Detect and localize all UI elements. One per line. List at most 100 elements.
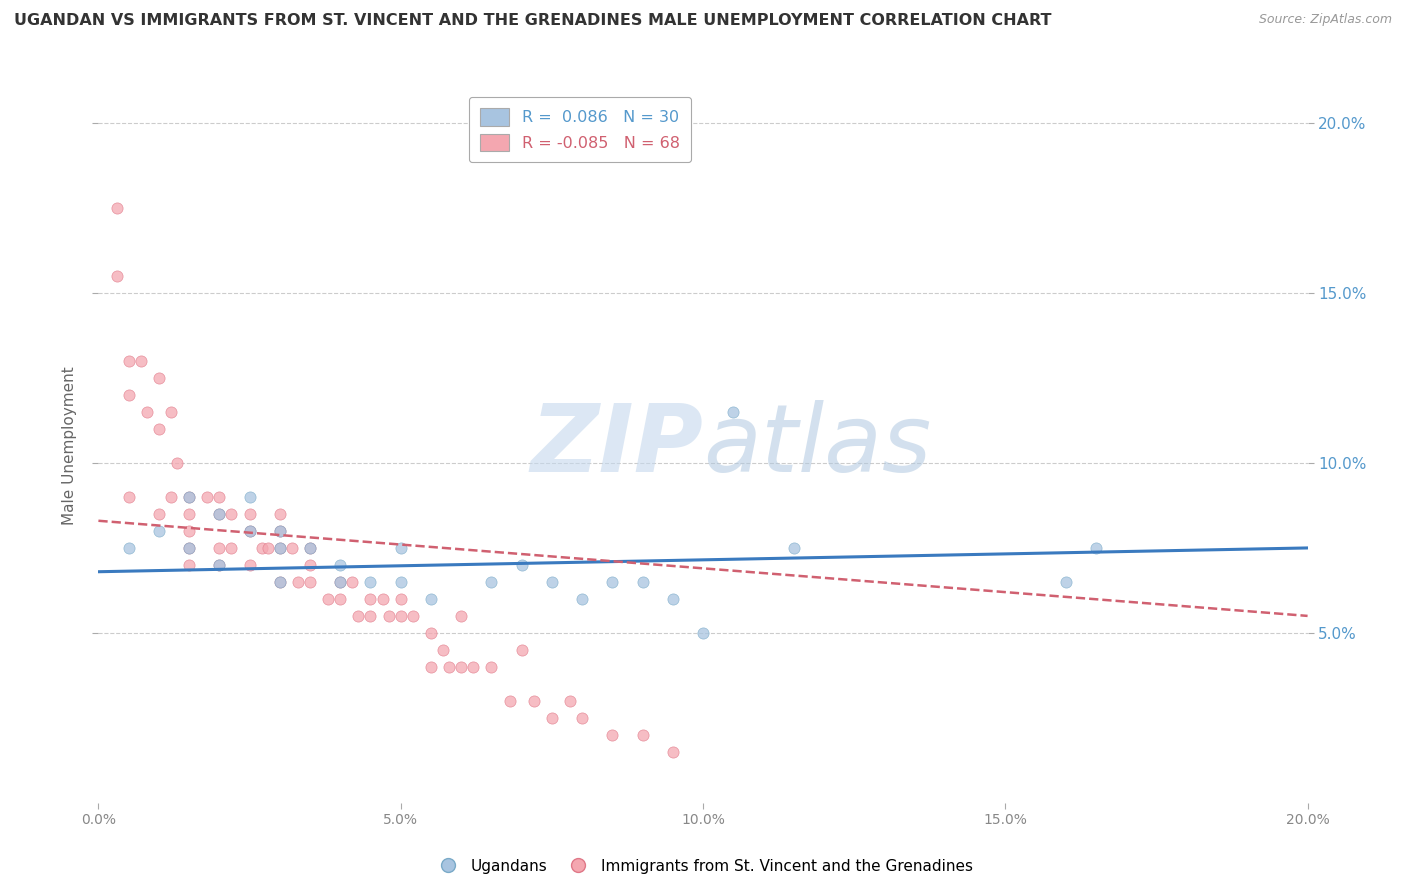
Point xyxy=(661,591,683,606)
Point xyxy=(540,574,562,589)
Point xyxy=(450,660,472,674)
Point xyxy=(179,490,201,504)
Point xyxy=(571,591,593,606)
Point xyxy=(450,608,472,623)
Point xyxy=(250,541,273,555)
Point xyxy=(148,422,170,436)
Point xyxy=(432,643,454,657)
Point xyxy=(179,541,201,555)
Point xyxy=(510,643,533,657)
Point xyxy=(661,745,683,759)
Point xyxy=(602,574,624,589)
Point xyxy=(420,591,443,606)
Point xyxy=(481,660,503,674)
Point xyxy=(510,558,533,572)
Point xyxy=(723,405,745,419)
Text: ZIP: ZIP xyxy=(530,400,703,492)
Point xyxy=(287,574,309,589)
Point xyxy=(179,541,201,555)
Point xyxy=(692,626,714,640)
Point xyxy=(571,711,593,725)
Point xyxy=(208,490,231,504)
Point xyxy=(160,405,183,419)
Point xyxy=(256,541,278,555)
Point xyxy=(239,490,262,504)
Point xyxy=(208,507,231,521)
Point xyxy=(269,507,291,521)
Point xyxy=(160,490,183,504)
Point xyxy=(602,728,624,742)
Text: atlas: atlas xyxy=(703,401,931,491)
Point xyxy=(269,541,291,555)
Point xyxy=(269,524,291,538)
Point xyxy=(179,507,201,521)
Point xyxy=(281,541,304,555)
Point xyxy=(420,626,443,640)
Point xyxy=(148,524,170,538)
Point xyxy=(239,558,262,572)
Point xyxy=(269,524,291,538)
Point xyxy=(239,507,262,521)
Point xyxy=(148,507,170,521)
Point xyxy=(437,660,460,674)
Point xyxy=(105,201,128,215)
Point xyxy=(269,574,291,589)
Point xyxy=(118,388,141,402)
Legend: Ugandans, Immigrants from St. Vincent and the Grenadines: Ugandans, Immigrants from St. Vincent an… xyxy=(426,853,980,880)
Point xyxy=(558,694,581,708)
Point xyxy=(299,558,322,572)
Point xyxy=(118,541,141,555)
Point xyxy=(523,694,546,708)
Point xyxy=(118,354,141,368)
Point xyxy=(360,574,382,589)
Point xyxy=(783,541,806,555)
Point xyxy=(631,728,654,742)
Point xyxy=(481,574,503,589)
Point xyxy=(347,608,370,623)
Point xyxy=(179,524,201,538)
Point xyxy=(105,269,128,284)
Point xyxy=(420,660,443,674)
Point xyxy=(208,507,231,521)
Point xyxy=(1054,574,1077,589)
Point xyxy=(389,574,412,589)
Point xyxy=(329,574,352,589)
Point xyxy=(377,608,399,623)
Point xyxy=(342,574,364,589)
Point xyxy=(463,660,485,674)
Point xyxy=(389,608,412,623)
Point xyxy=(316,591,339,606)
Point xyxy=(269,574,291,589)
Point xyxy=(402,608,425,623)
Point xyxy=(221,507,243,521)
Point xyxy=(498,694,520,708)
Point xyxy=(135,405,157,419)
Point xyxy=(299,541,322,555)
Point xyxy=(166,456,188,470)
Point xyxy=(371,591,394,606)
Point xyxy=(179,490,201,504)
Point xyxy=(239,524,262,538)
Point xyxy=(148,371,170,385)
Point xyxy=(329,591,352,606)
Point xyxy=(208,558,231,572)
Point xyxy=(221,541,243,555)
Text: UGANDAN VS IMMIGRANTS FROM ST. VINCENT AND THE GRENADINES MALE UNEMPLOYMENT CORR: UGANDAN VS IMMIGRANTS FROM ST. VINCENT A… xyxy=(14,13,1052,29)
Point xyxy=(1085,541,1108,555)
Point xyxy=(299,541,322,555)
Point xyxy=(360,591,382,606)
Point xyxy=(269,541,291,555)
Point xyxy=(179,558,201,572)
Point xyxy=(118,490,141,504)
Text: Source: ZipAtlas.com: Source: ZipAtlas.com xyxy=(1258,13,1392,27)
Point xyxy=(195,490,218,504)
Y-axis label: Male Unemployment: Male Unemployment xyxy=(62,367,77,525)
Point xyxy=(208,558,231,572)
Point xyxy=(360,608,382,623)
Point xyxy=(540,711,562,725)
Point xyxy=(329,574,352,589)
Point xyxy=(389,591,412,606)
Point xyxy=(239,524,262,538)
Point xyxy=(631,574,654,589)
Point xyxy=(299,574,322,589)
